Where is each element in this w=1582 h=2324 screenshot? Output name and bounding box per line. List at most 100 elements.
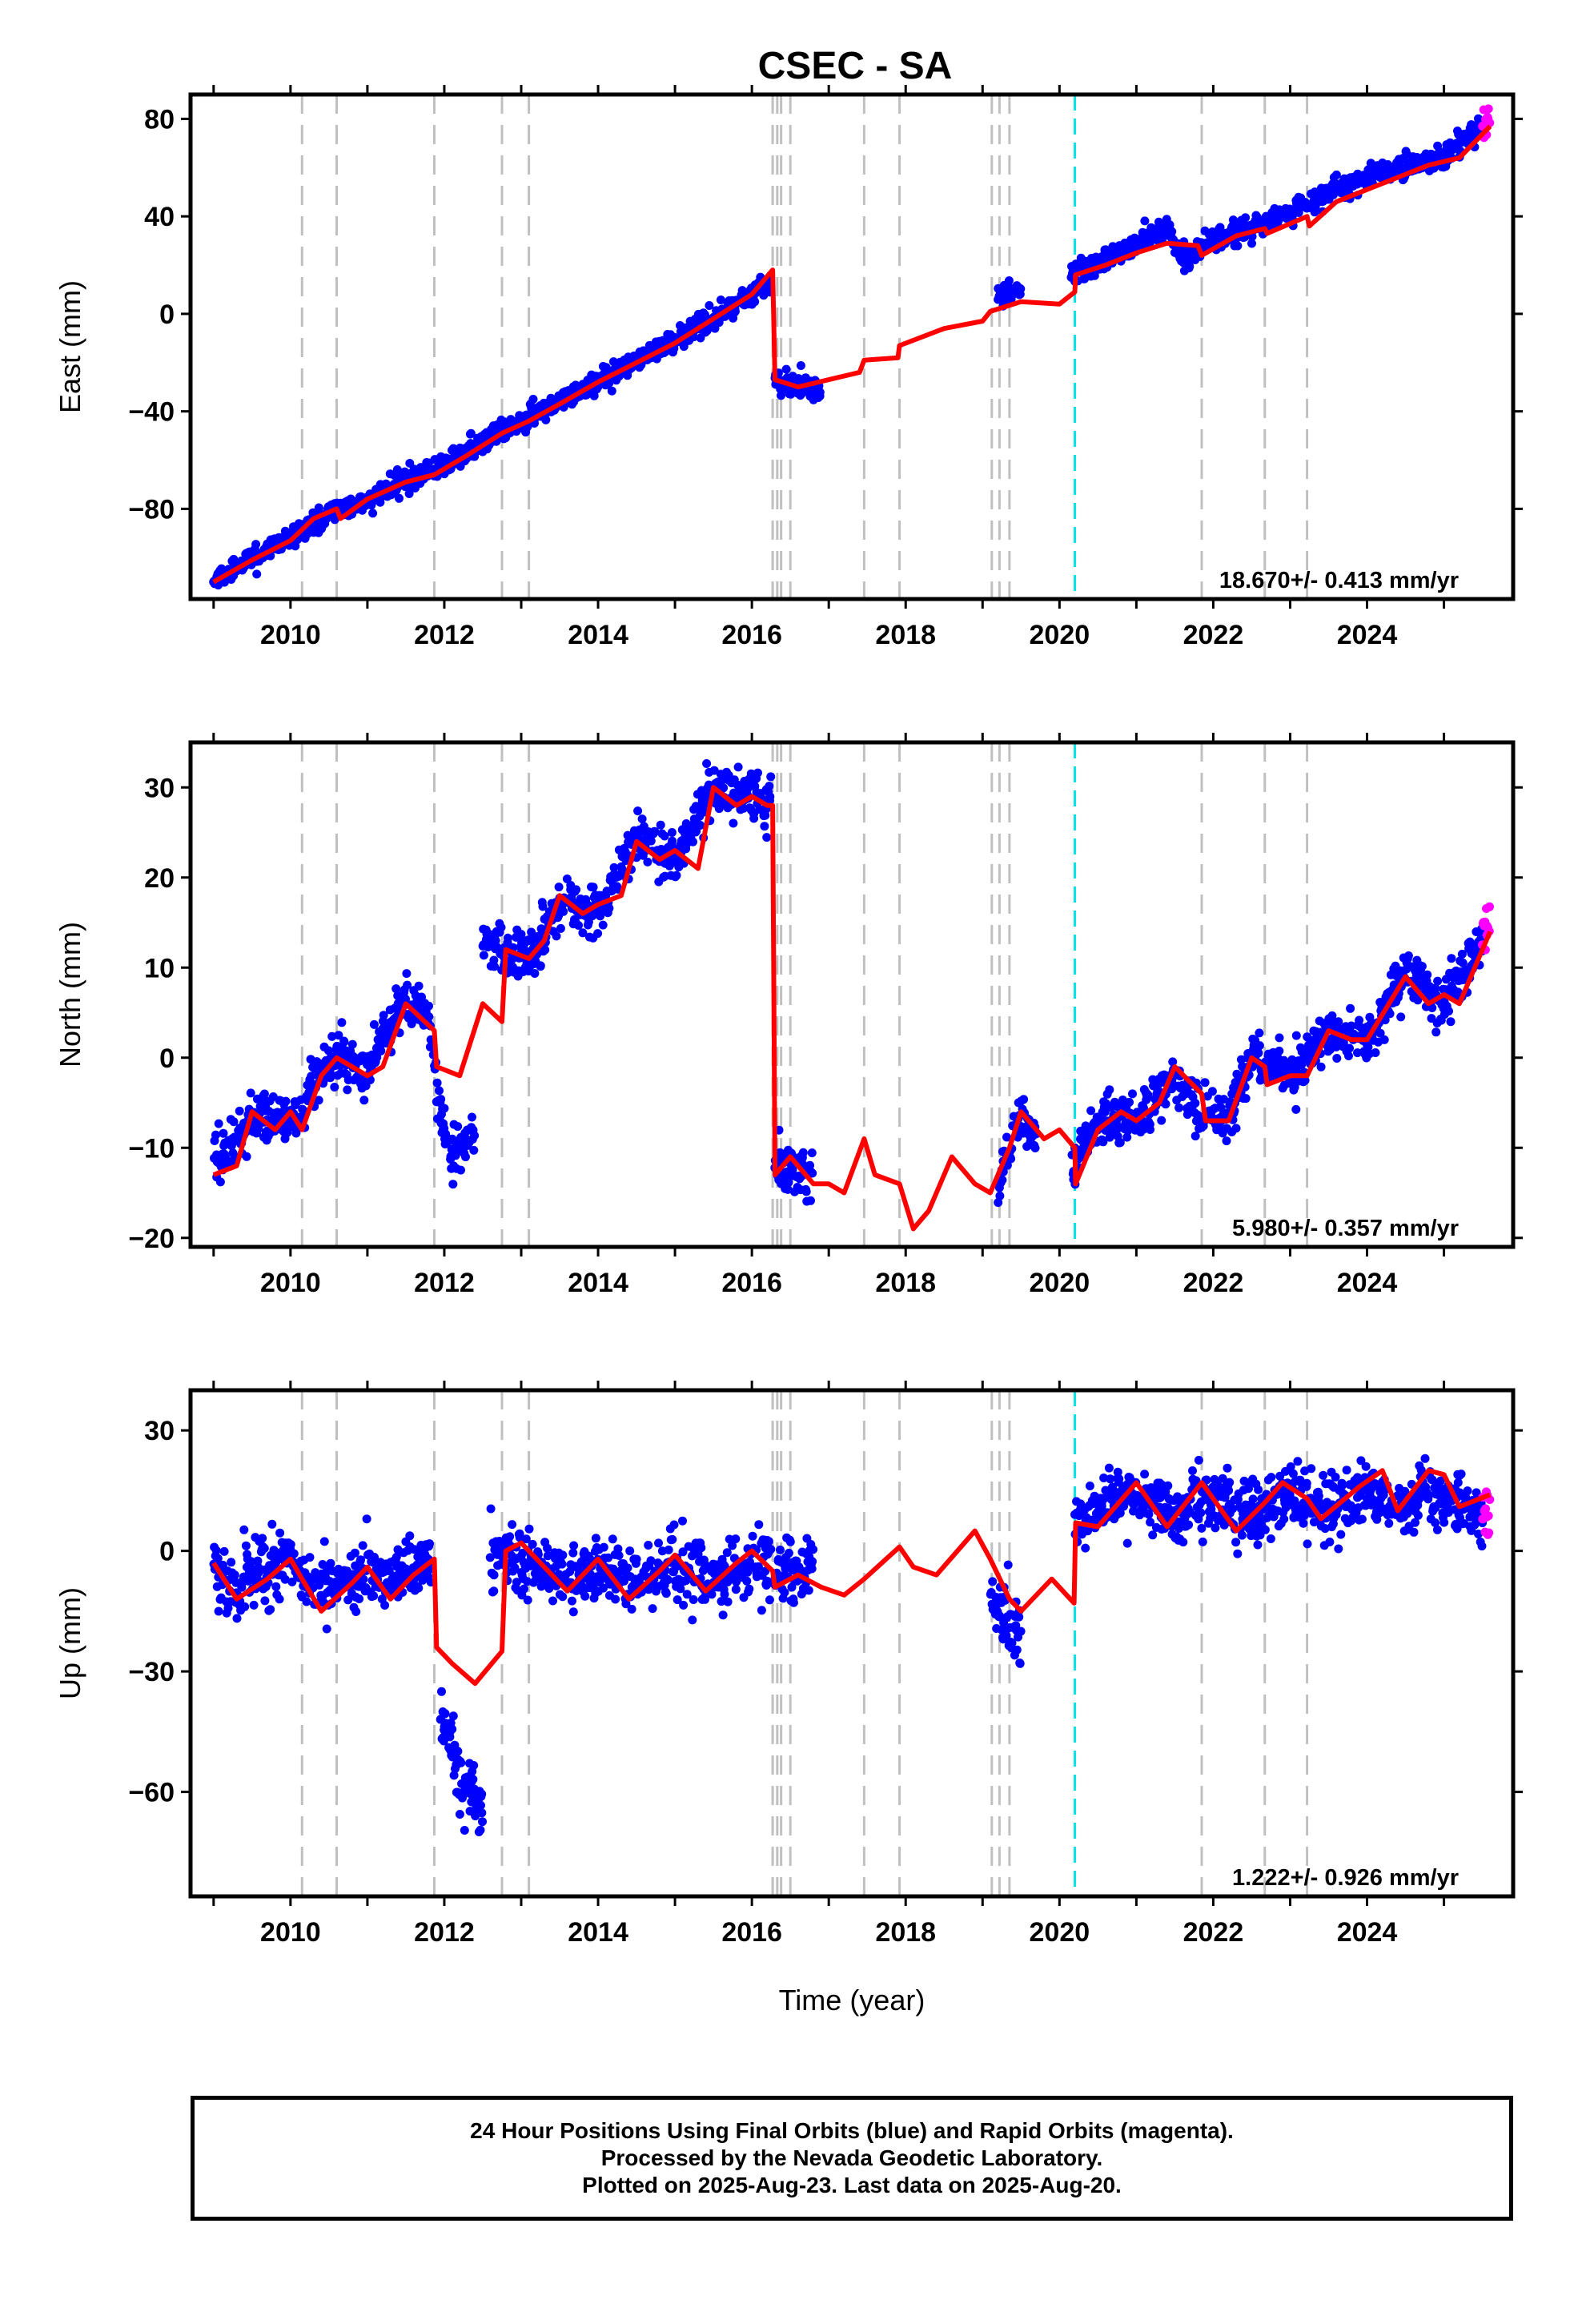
data-point [219, 1546, 229, 1556]
data-point [253, 1556, 263, 1566]
data-point [559, 907, 568, 916]
data-point [486, 1504, 496, 1514]
data-point [456, 1165, 465, 1175]
x-tick-label: 2020 [1030, 620, 1090, 650]
data-point [211, 1130, 220, 1140]
data-point [1115, 1138, 1125, 1148]
data-point [425, 1539, 434, 1549]
data-point [1431, 1027, 1441, 1037]
x-tick-label: 2014 [568, 620, 628, 650]
data-point [241, 1541, 251, 1550]
data-point [1231, 1538, 1241, 1547]
data-point [753, 1562, 763, 1571]
data-point [516, 930, 526, 939]
data-point [1140, 216, 1150, 226]
data-point [323, 1046, 333, 1055]
y-tick-label: −20 [128, 1224, 175, 1254]
data-point [614, 1550, 624, 1560]
data-point [1216, 1103, 1226, 1112]
data-point [1098, 1137, 1108, 1147]
y-tick-label: 0 [159, 1043, 175, 1074]
data-point [720, 1590, 729, 1599]
data-point [1174, 1103, 1184, 1112]
data-point [1347, 1021, 1356, 1031]
data-point [1332, 1054, 1342, 1063]
data-point [719, 783, 729, 793]
data-point [1327, 1011, 1337, 1020]
data-point [1224, 1486, 1234, 1495]
data-point [1191, 1099, 1200, 1108]
data-point [1371, 1048, 1380, 1057]
data-point [762, 833, 772, 842]
data-point [648, 1604, 657, 1614]
data-point [452, 1148, 461, 1158]
data-point [1143, 1090, 1153, 1100]
data-point [1113, 1467, 1122, 1477]
data-point [632, 1554, 641, 1564]
data-point [440, 1709, 450, 1719]
data-point [787, 1582, 797, 1592]
data-point [1339, 1038, 1348, 1047]
data-point [1146, 1518, 1155, 1527]
data-point [1081, 1543, 1090, 1553]
data-point [414, 981, 424, 991]
data-point [1161, 1100, 1170, 1109]
data-point [1334, 1017, 1343, 1027]
data-point [664, 1545, 673, 1554]
data-point [717, 1597, 726, 1606]
data-point [485, 1553, 495, 1562]
data-point [1129, 1506, 1138, 1516]
data-point [777, 391, 785, 400]
data-point [676, 1584, 685, 1594]
data-point [395, 493, 404, 503]
data-point [731, 1534, 741, 1544]
data-point [251, 540, 261, 549]
data-point [998, 1176, 1007, 1184]
data-point [302, 1597, 311, 1606]
data-point [621, 1599, 631, 1609]
data-point [807, 1148, 817, 1158]
data-point [523, 1595, 532, 1605]
data-point [214, 1119, 223, 1128]
data-point [578, 928, 588, 938]
data-point [1233, 241, 1243, 251]
data-point [391, 984, 401, 994]
data-point [369, 1591, 379, 1601]
data-point [1003, 1560, 1013, 1570]
data-point [214, 1606, 223, 1616]
data-point [1202, 1475, 1211, 1485]
data-point [1167, 227, 1177, 236]
data-point [1379, 1035, 1389, 1044]
data-point [1104, 1463, 1114, 1473]
data-point [369, 1019, 379, 1029]
data-point [650, 827, 660, 836]
y-tick-label: 20 [144, 863, 175, 894]
data-point [289, 1549, 299, 1558]
data-point [1403, 951, 1413, 960]
data-point [609, 862, 619, 872]
y-tick-label: 40 [144, 202, 175, 232]
x-tick-label: 2016 [721, 1268, 782, 1298]
data-point [275, 1594, 284, 1604]
data-point [673, 1595, 682, 1605]
data-point [572, 885, 581, 895]
data-point [615, 1566, 624, 1576]
data-point [343, 1595, 353, 1605]
x-tick-label: 2024 [1337, 1268, 1398, 1298]
data-point [448, 1724, 457, 1734]
data-point [258, 1534, 267, 1543]
data-point [1316, 1062, 1326, 1072]
x-tick-label: 2022 [1183, 620, 1244, 650]
data-point [668, 1534, 677, 1544]
data-point [326, 1558, 335, 1568]
data-point [402, 969, 412, 979]
data-point [1431, 983, 1440, 993]
data-point [1014, 1612, 1024, 1622]
data-point [722, 1548, 732, 1558]
data-point [781, 364, 791, 374]
data-point [460, 1826, 469, 1835]
data-point [1248, 1494, 1258, 1504]
data-point [322, 1624, 331, 1634]
data-point [1185, 262, 1195, 271]
data-point [307, 1576, 316, 1586]
